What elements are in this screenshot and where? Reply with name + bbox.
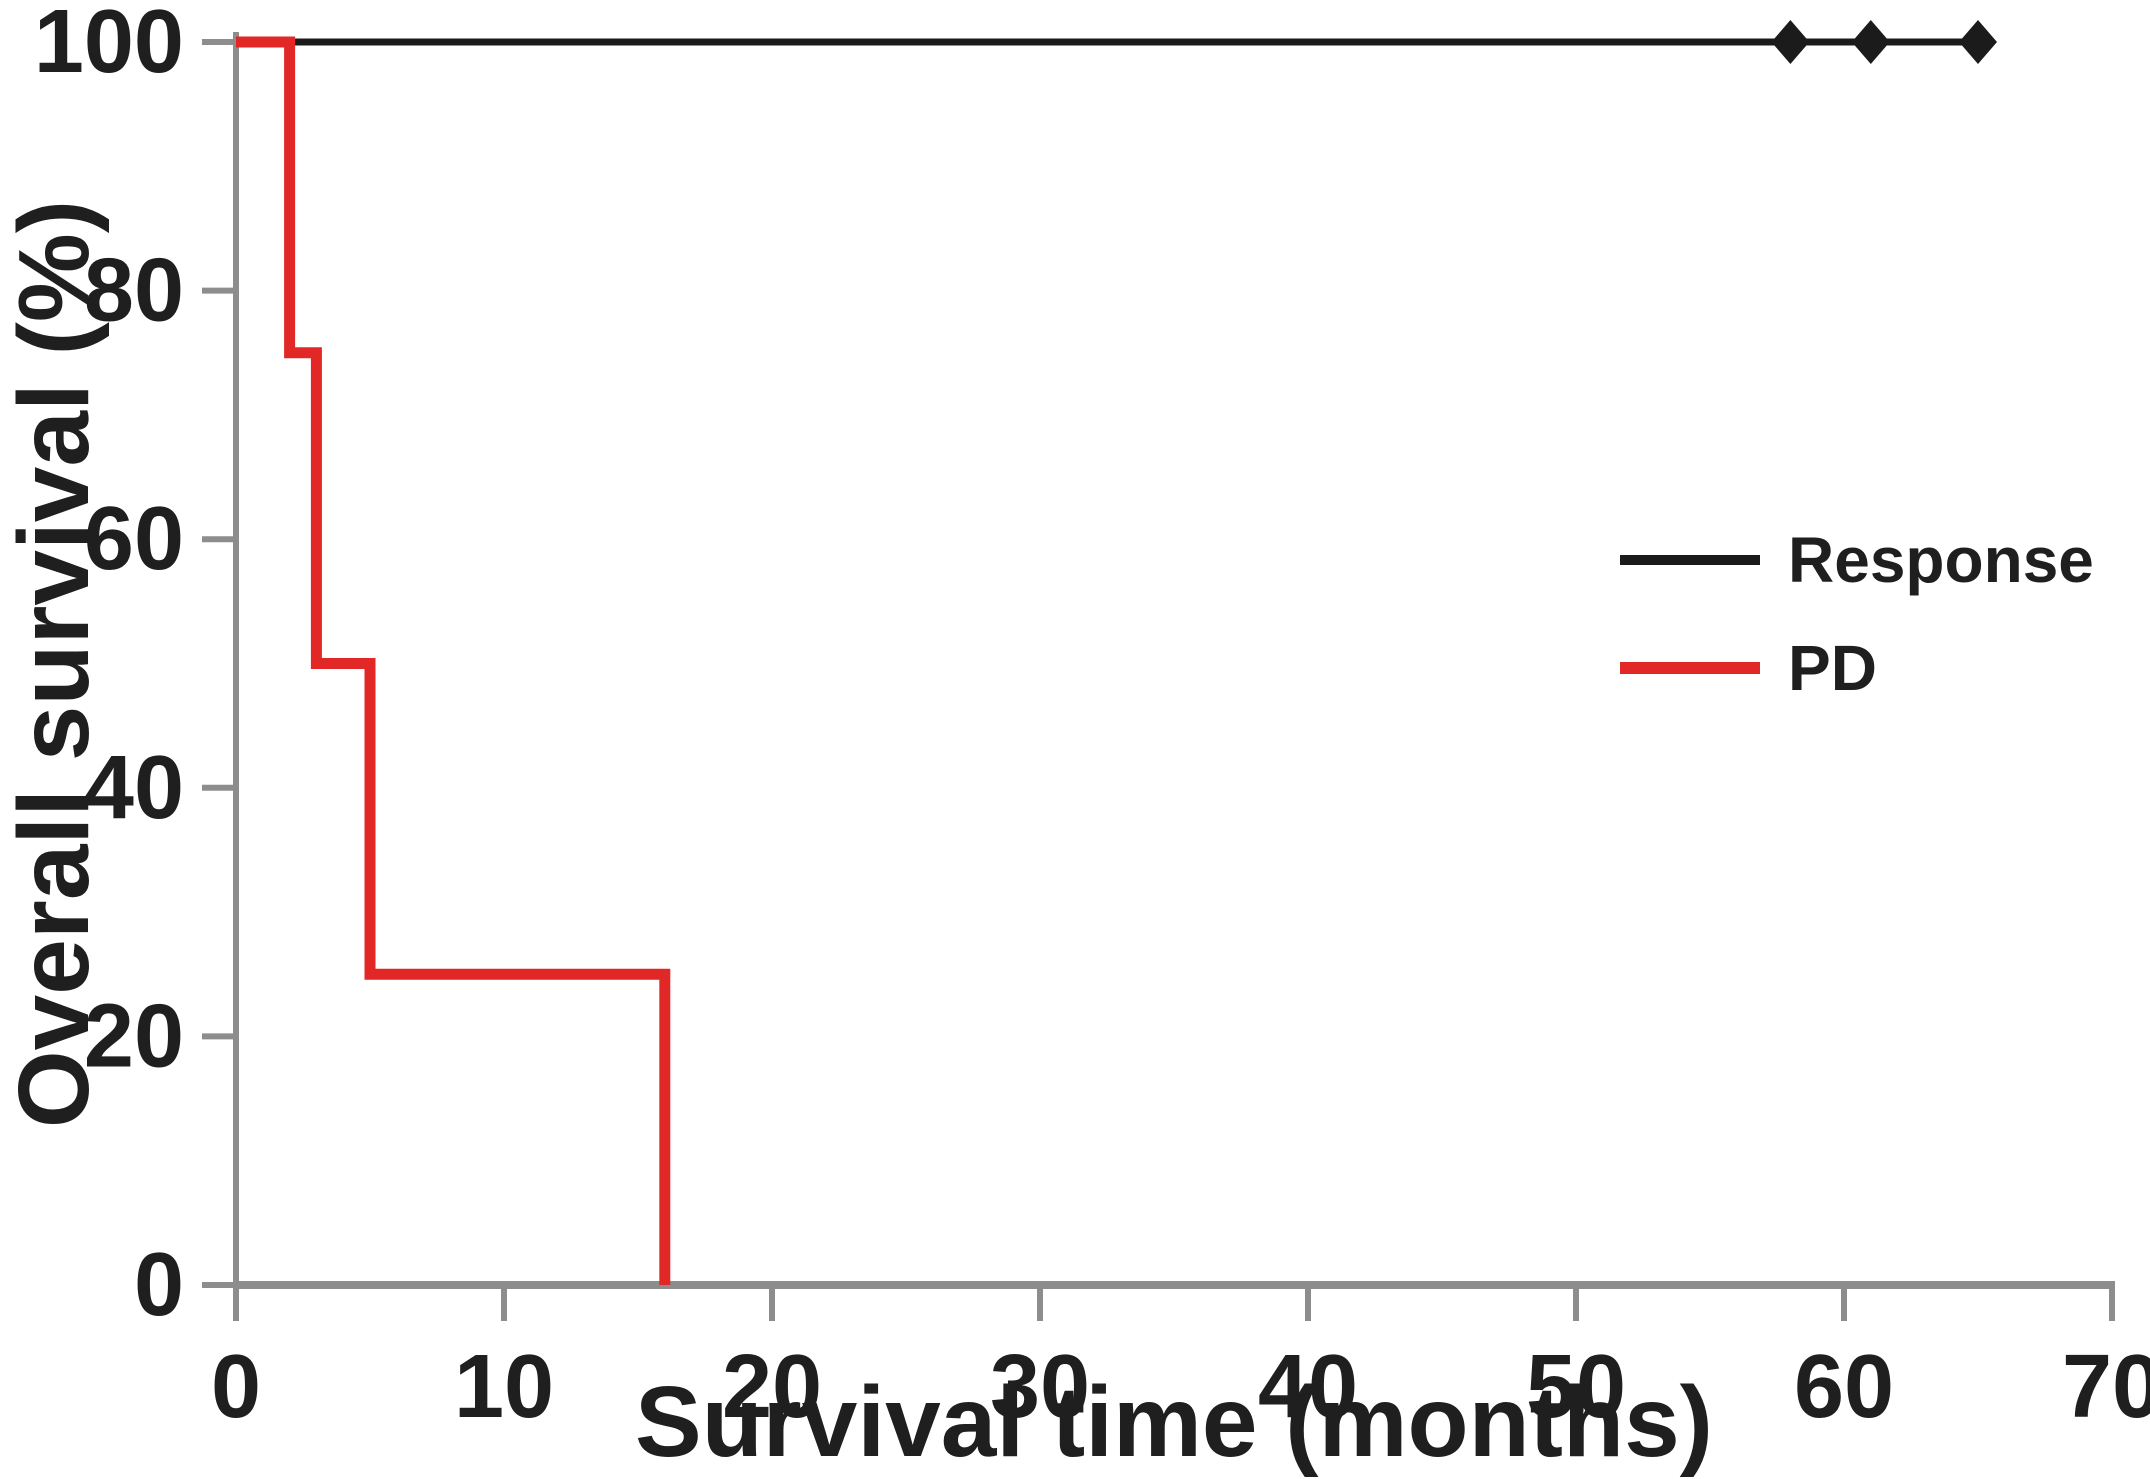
x-tick-label: 50: [1526, 1337, 1626, 1437]
x-tick-label: 10: [454, 1337, 554, 1437]
censor-mark-icon: [1959, 20, 1997, 64]
y-tick-label: 40: [84, 738, 184, 838]
x-tick-label: 60: [1794, 1337, 1894, 1437]
pd-curve: [236, 36, 671, 1285]
censor-mark-icon: [1771, 20, 1810, 64]
series-curves: [236, 20, 1997, 1285]
x-tick-label: 20: [722, 1337, 822, 1437]
legend-label-pd: PD: [1788, 632, 1877, 704]
y-tick-label: 100: [34, 0, 184, 92]
legend-label-response: Response: [1788, 524, 2094, 596]
y-axis-title: Overall survival (%): [0, 200, 110, 1128]
censor-mark-icon: [1851, 20, 1890, 64]
x-tick-label: 40: [1258, 1337, 1358, 1437]
y-tick-label: 20: [84, 986, 184, 1086]
x-axis-title: Survival time (months): [635, 1366, 1713, 1478]
y-tick-label: 60: [84, 489, 184, 589]
x-tick-label: 0: [211, 1337, 261, 1437]
legend: Response PD: [1620, 524, 2094, 704]
axes: 0 20 40 60 80 100 0 10 20 30 40 50 60 70: [34, 0, 2150, 1437]
x-tick-label: 70: [2062, 1337, 2150, 1437]
x-tick-label: 30: [990, 1337, 1090, 1437]
y-tick-label: 0: [134, 1235, 184, 1335]
y-tick-label: 80: [84, 241, 184, 341]
